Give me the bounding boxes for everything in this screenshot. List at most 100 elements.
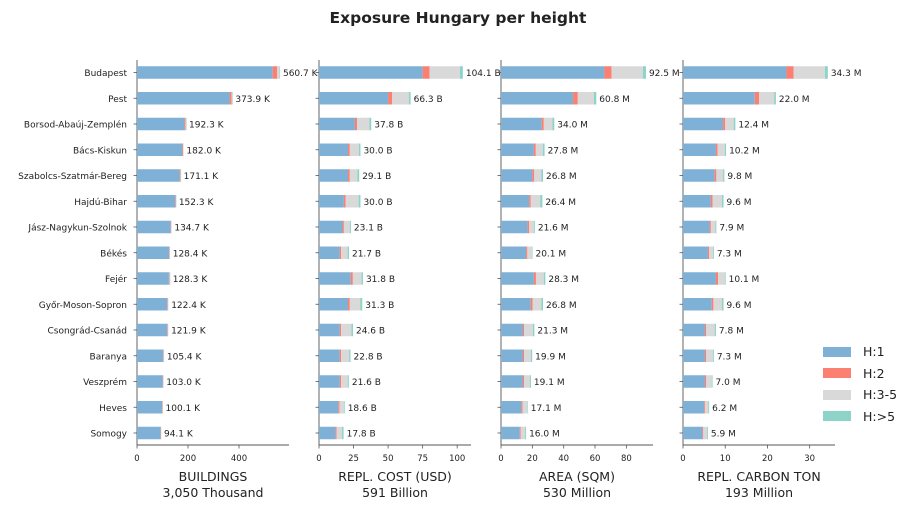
data-label: 121.9 K <box>171 327 207 337</box>
chart-title: Exposure Hungary per height <box>329 9 587 27</box>
bar-segment <box>422 66 430 79</box>
category-label: Hajdú-Bihar <box>74 198 127 208</box>
bar-segment <box>352 272 362 285</box>
bar-segment <box>350 272 353 285</box>
bar-segment <box>530 195 541 208</box>
bar-segment <box>683 401 705 414</box>
category-label: Bács-Kiskun <box>73 146 127 156</box>
legend-item-h3-5: H:3-5 <box>823 384 897 406</box>
bar-segment <box>525 426 527 440</box>
bar-segment <box>543 117 553 131</box>
bar-segment <box>501 143 534 156</box>
bar-segment <box>532 246 533 259</box>
x-axis-subtitle: 530 Million <box>543 485 611 500</box>
bar-segment <box>715 220 717 234</box>
data-label: 22.0 M <box>779 95 810 105</box>
bar-segment <box>358 195 361 208</box>
data-label: 92.5 M <box>649 69 680 79</box>
bar-segment <box>530 349 533 362</box>
data-label: 373.9 K <box>235 95 271 105</box>
bar-segment <box>715 143 718 156</box>
bar-segment <box>683 220 710 234</box>
bar-segment <box>360 298 363 311</box>
bar-segment <box>524 349 531 362</box>
bar-segment <box>541 117 544 131</box>
bar-segment <box>522 375 525 388</box>
bar-segment <box>229 92 232 105</box>
bar-segment <box>501 323 523 337</box>
bar-segment <box>712 246 714 259</box>
panel-3: 0 20 40 60 80 92.5 M 60.8 M 34.0 M 27.8 M 26.8 M 2… <box>497 60 680 500</box>
data-label: 128.3 K <box>173 275 209 285</box>
data-label: 9.8 M <box>727 172 752 182</box>
bar-segment <box>169 272 171 285</box>
bar-segment <box>710 220 716 234</box>
x-tick-label: 100 <box>449 454 465 464</box>
data-label: 7.3 M <box>717 352 742 362</box>
bar-segment <box>185 117 186 131</box>
bar-segment <box>520 426 526 440</box>
bar-segment <box>533 272 536 285</box>
bar-segment <box>724 272 726 285</box>
bar-segment <box>169 272 170 285</box>
bar-segment <box>707 246 710 259</box>
bar-segment <box>163 375 164 388</box>
bar-segment <box>683 298 712 311</box>
data-label: 6.2 M <box>712 404 737 414</box>
bar-segment <box>163 349 164 362</box>
x-tick-label: 10 <box>720 454 731 464</box>
bar-segment <box>683 92 755 105</box>
category-label: Budapest <box>84 69 127 79</box>
bar-segment <box>160 426 161 440</box>
bar-segment <box>137 220 171 234</box>
bar-segment <box>137 272 169 285</box>
bar-segment <box>137 195 175 208</box>
data-label: 152.3 K <box>179 198 215 208</box>
bar-segment <box>169 246 170 259</box>
data-label: 103.0 K <box>166 378 202 388</box>
x-tick-label: 75 <box>417 454 428 464</box>
data-label: 37.8 B <box>374 121 403 131</box>
category-label: Szabolcs-Szatmár-Bereg <box>18 172 127 182</box>
bar-segment <box>522 349 525 362</box>
data-label: 7.8 M <box>719 327 744 337</box>
data-label: 27.8 M <box>548 146 579 156</box>
bar-segment <box>721 195 724 208</box>
bar-segment <box>179 169 181 182</box>
bar-segment <box>501 401 522 414</box>
bar-segment <box>341 375 348 388</box>
bar-segment <box>724 143 727 156</box>
bar-segment <box>137 426 161 440</box>
data-label: 26.8 M <box>546 301 577 311</box>
x-axis-subtitle: 591 Billion <box>362 485 428 500</box>
bar-segment <box>167 323 168 337</box>
bar-segment <box>501 246 527 259</box>
bar-segment <box>541 298 543 311</box>
data-label: 17.1 M <box>531 404 562 414</box>
bar-segment <box>524 323 533 337</box>
bar-segment <box>137 246 170 259</box>
bar-segment <box>319 375 340 388</box>
data-label: 560.7 K <box>283 69 319 79</box>
bar-segment <box>706 375 712 388</box>
legend-label-h1: H:1 <box>863 344 885 360</box>
legend-label-h5plus: H:>5 <box>863 408 896 424</box>
data-label: 9.6 M <box>727 301 752 311</box>
data-label: 104.1 B <box>466 69 501 79</box>
x-axis-subtitle: 3,050 Thousand <box>163 485 264 500</box>
bar-segment <box>349 169 358 182</box>
x-tick-label: 80 <box>621 454 632 464</box>
bar-segment <box>348 298 350 311</box>
bar-segment <box>185 117 187 131</box>
x-tick-label: 0 <box>134 454 139 464</box>
bar-segment <box>344 401 345 414</box>
x-tick-label: 20 <box>762 454 773 464</box>
bar-segment <box>354 117 357 131</box>
bar-segment <box>501 272 534 285</box>
data-label: 30.0 B <box>363 146 392 156</box>
bar-segment <box>392 92 409 105</box>
bar-segment <box>319 323 340 337</box>
data-label: 10.1 M <box>729 275 760 285</box>
data-label: 60.8 M <box>599 95 630 105</box>
bar-segment <box>339 401 345 414</box>
